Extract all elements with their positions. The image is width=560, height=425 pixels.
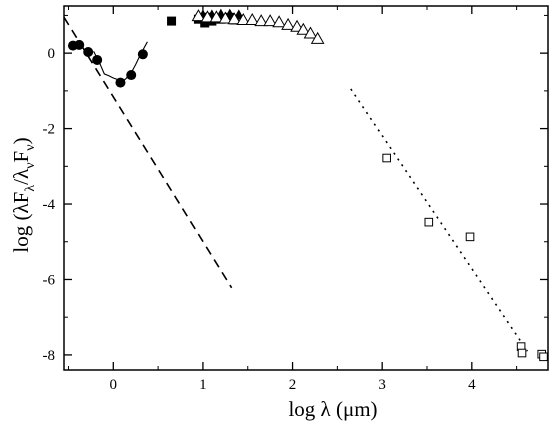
open-square-point <box>465 232 475 242</box>
y-axis-label: log (λFλ/λνFν) <box>9 137 38 252</box>
open-triangle-point <box>218 11 233 24</box>
filled-circle-point <box>92 54 103 65</box>
open-triangle-point <box>263 14 278 27</box>
dotted-fit-line <box>350 88 529 352</box>
y-label-mid: /λ <box>9 168 33 185</box>
dashed-fit-line <box>63 16 233 289</box>
filled-circle-point <box>74 39 85 50</box>
open-triangle-point <box>200 10 215 23</box>
y-label-end: ) <box>9 137 33 144</box>
x-tick-label: 0 <box>110 377 118 393</box>
x-tick-label: 3 <box>378 377 386 393</box>
filled-square-point <box>167 16 177 26</box>
open-square-point <box>517 348 527 358</box>
open-triangle-point <box>227 12 242 25</box>
open-triangle-point <box>245 12 260 25</box>
y-tick-label: -8 <box>43 348 56 364</box>
series-layer <box>63 8 548 362</box>
open-square-point <box>424 217 434 227</box>
open-triangle-point <box>236 12 251 25</box>
open-triangle-point <box>296 22 311 35</box>
plot-frame <box>63 5 549 371</box>
x-tick-label: 4 <box>468 377 476 393</box>
x-tick-label: 1 <box>199 377 207 393</box>
x-axis-label: log λ (μm) <box>288 397 377 421</box>
open-square-point <box>539 352 548 362</box>
y-tick-label: 0 <box>48 46 56 62</box>
open-triangle-point <box>310 31 325 44</box>
y-tick-label: -4 <box>43 197 56 213</box>
open-triangle-point <box>272 15 286 28</box>
y-tick-label: -2 <box>43 122 56 138</box>
open-triangle-point <box>254 14 269 27</box>
x-tick-label: 2 <box>289 377 297 393</box>
filled-circle-point <box>83 47 94 58</box>
filled-circle-point <box>126 70 137 81</box>
open-triangle-point <box>191 9 206 22</box>
spectrum-line <box>93 41 148 83</box>
x-axis: 0 1 2 3 4 <box>67 6 518 393</box>
open-square-point <box>382 153 391 163</box>
open-triangle-point <box>209 10 224 23</box>
y-label-sub3: ν <box>23 144 38 150</box>
y-axis: 0 -2 -4 -6 -8 <box>43 14 548 364</box>
open-triangle-point <box>281 17 295 30</box>
open-triangle-point <box>303 26 318 39</box>
y-tick-label: -6 <box>43 272 56 288</box>
y-label-main: log (λF <box>9 192 33 253</box>
y-label-mid2: F <box>9 151 33 163</box>
y-label-sub2: ν <box>23 162 38 168</box>
filled-square-point <box>200 18 210 28</box>
filled-circle-point <box>137 49 148 60</box>
plot-area <box>63 5 549 371</box>
y-label-sub1: λ <box>23 185 38 192</box>
